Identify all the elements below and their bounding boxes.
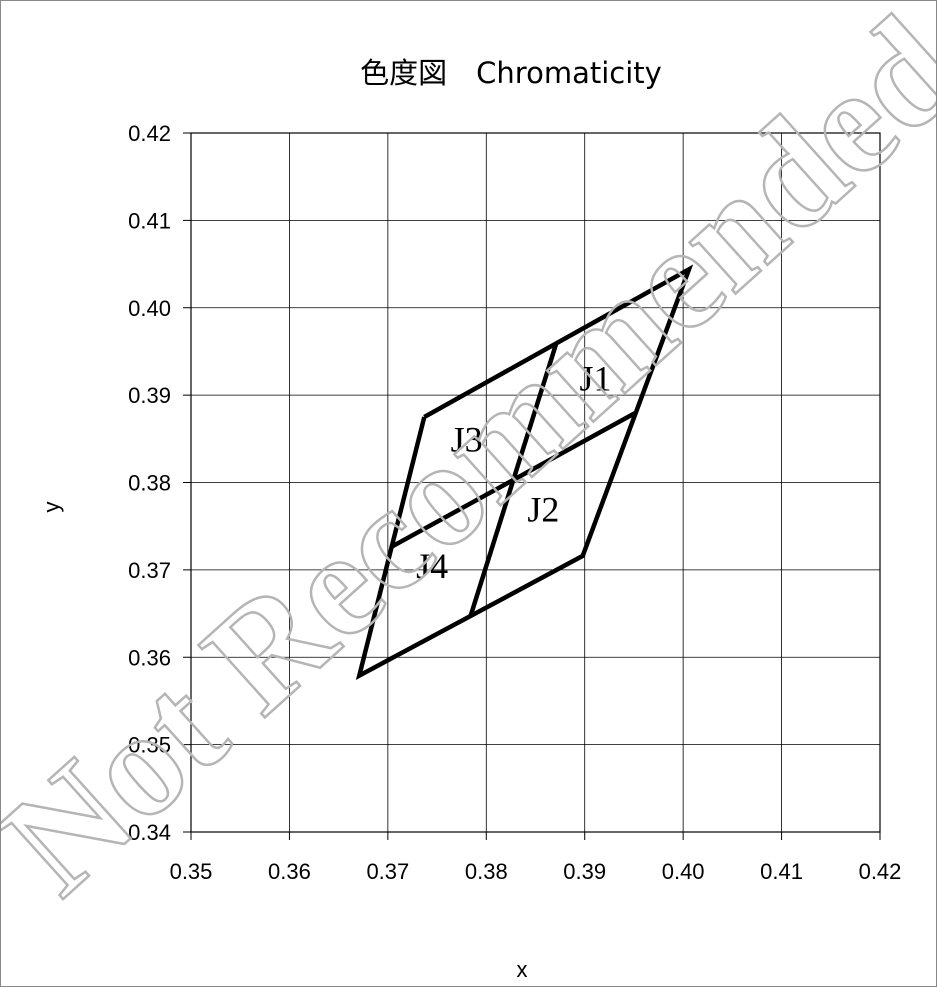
- y-tick-label: 0.37: [128, 558, 171, 583]
- y-axis-label: y: [39, 502, 64, 513]
- y-tick-label: 0.35: [128, 733, 171, 758]
- series-layer: [355, 264, 694, 680]
- region-labels: J1 J2 J3 J4: [416, 358, 611, 586]
- region-label-j3: J3: [451, 419, 483, 459]
- x-tick-label: 0.42: [859, 859, 902, 884]
- x-tick-label: 0.40: [662, 859, 705, 884]
- vertical-divider-series: [468, 342, 559, 617]
- y-tick-label: 0.42: [128, 121, 171, 146]
- chart-title: 色度図 Chromaticity: [360, 56, 662, 90]
- y-tick-label: 0.39: [128, 383, 171, 408]
- outline-series: [355, 264, 694, 680]
- x-tick-label: 0.39: [563, 859, 606, 884]
- x-tick-label: 0.36: [268, 859, 311, 884]
- y-tick-label: 0.36: [128, 645, 171, 670]
- y-tick-label: 0.41: [128, 208, 171, 233]
- grid-lines: [191, 133, 880, 832]
- x-tick-label: 0.41: [760, 859, 803, 884]
- x-tick-label: 0.35: [170, 859, 213, 884]
- y-axis-ticks: 0.34 0.35 0.36 0.37 0.38 0.39 0.40 0.41 0.42: [128, 121, 191, 845]
- x-axis-label: x: [517, 957, 528, 982]
- x-tick-label: 0.37: [366, 859, 409, 884]
- x-tick-label: 0.38: [465, 859, 508, 884]
- y-tick-label: 0.40: [128, 296, 171, 321]
- region-label-j1: J1: [580, 358, 612, 398]
- y-tick-label: 0.34: [128, 820, 171, 845]
- y-tick-label: 0.38: [128, 471, 171, 496]
- region-label-j4: J4: [416, 546, 448, 586]
- region-label-j2: J2: [527, 489, 559, 529]
- x-axis-ticks: 0.35 0.36 0.37 0.38 0.39 0.40 0.41 0.42: [170, 832, 902, 884]
